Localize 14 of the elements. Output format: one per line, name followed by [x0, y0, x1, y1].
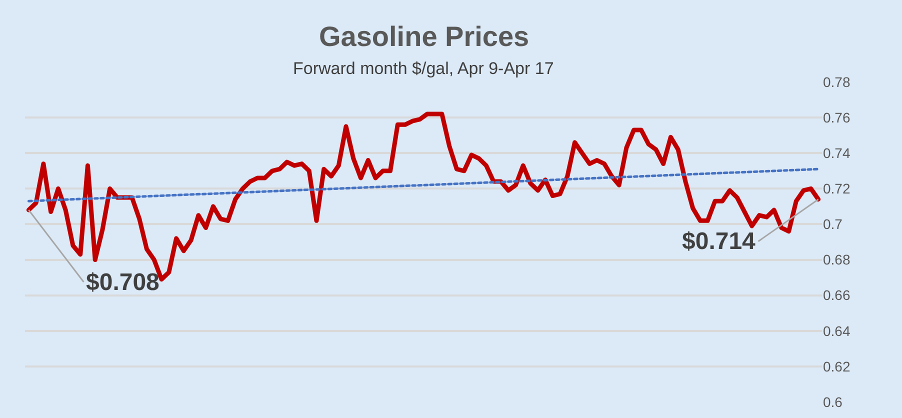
y-tick-label: 0.74: [823, 145, 850, 162]
y-tick-label: 0.68: [823, 252, 850, 268]
y-tick-label: 0.72: [823, 180, 850, 197]
y-tick-label: 0.64: [823, 322, 850, 339]
y-tick-label: 0.6: [823, 394, 843, 410]
y-tick-label: 0.78: [823, 74, 850, 90]
y-tick-label: 0.76: [823, 109, 850, 126]
data-label: $0.714: [682, 228, 756, 255]
y-tick-label: 0.7: [823, 216, 843, 232]
y-tick-label: 0.62: [823, 358, 850, 374]
y-tick-label: 0.66: [823, 287, 850, 304]
chart-subtitle: Forward month $/gal, Apr 9-Apr 17: [293, 59, 554, 78]
data-label: $0.708: [86, 269, 160, 296]
chart-title: Gasoline Prices: [319, 21, 530, 52]
